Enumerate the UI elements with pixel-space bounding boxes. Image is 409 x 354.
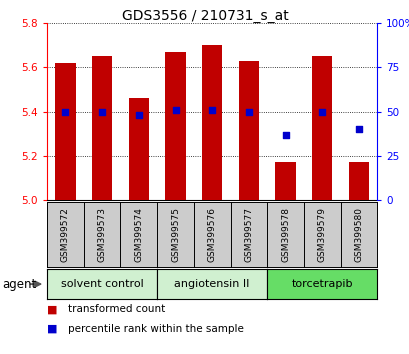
Point xyxy=(62,109,69,114)
Text: ■: ■ xyxy=(47,304,58,314)
Text: transformed count: transformed count xyxy=(67,304,164,314)
Text: agent: agent xyxy=(2,278,36,291)
Point xyxy=(245,109,252,114)
Point xyxy=(318,109,325,114)
Bar xyxy=(92,56,112,200)
Text: GSM399580: GSM399580 xyxy=(353,207,362,262)
Text: GSM399578: GSM399578 xyxy=(280,207,289,262)
Bar xyxy=(348,162,368,200)
Bar xyxy=(275,162,295,200)
Point xyxy=(135,112,142,118)
Text: GSM399577: GSM399577 xyxy=(244,207,253,262)
Point xyxy=(209,107,215,113)
Text: GSM399572: GSM399572 xyxy=(61,207,70,262)
Bar xyxy=(165,52,185,200)
Text: GSM399575: GSM399575 xyxy=(171,207,180,262)
Text: GSM399573: GSM399573 xyxy=(97,207,106,262)
Text: ■: ■ xyxy=(47,324,58,334)
Bar xyxy=(238,61,258,200)
Text: GSM399576: GSM399576 xyxy=(207,207,216,262)
Text: solvent control: solvent control xyxy=(61,279,143,289)
Bar xyxy=(55,63,75,200)
Text: angiotensin II: angiotensin II xyxy=(174,279,249,289)
Point xyxy=(281,132,288,137)
Point xyxy=(172,107,178,113)
Text: GSM399574: GSM399574 xyxy=(134,207,143,262)
Text: torcetrapib: torcetrapib xyxy=(291,279,352,289)
Text: GDS3556 / 210731_s_at: GDS3556 / 210731_s_at xyxy=(121,9,288,23)
Text: percentile rank within the sample: percentile rank within the sample xyxy=(67,324,243,334)
Bar xyxy=(202,45,222,200)
Bar xyxy=(311,56,331,200)
Point xyxy=(355,126,361,132)
Point xyxy=(99,109,105,114)
Text: GSM399579: GSM399579 xyxy=(317,207,326,262)
Bar xyxy=(128,98,148,200)
